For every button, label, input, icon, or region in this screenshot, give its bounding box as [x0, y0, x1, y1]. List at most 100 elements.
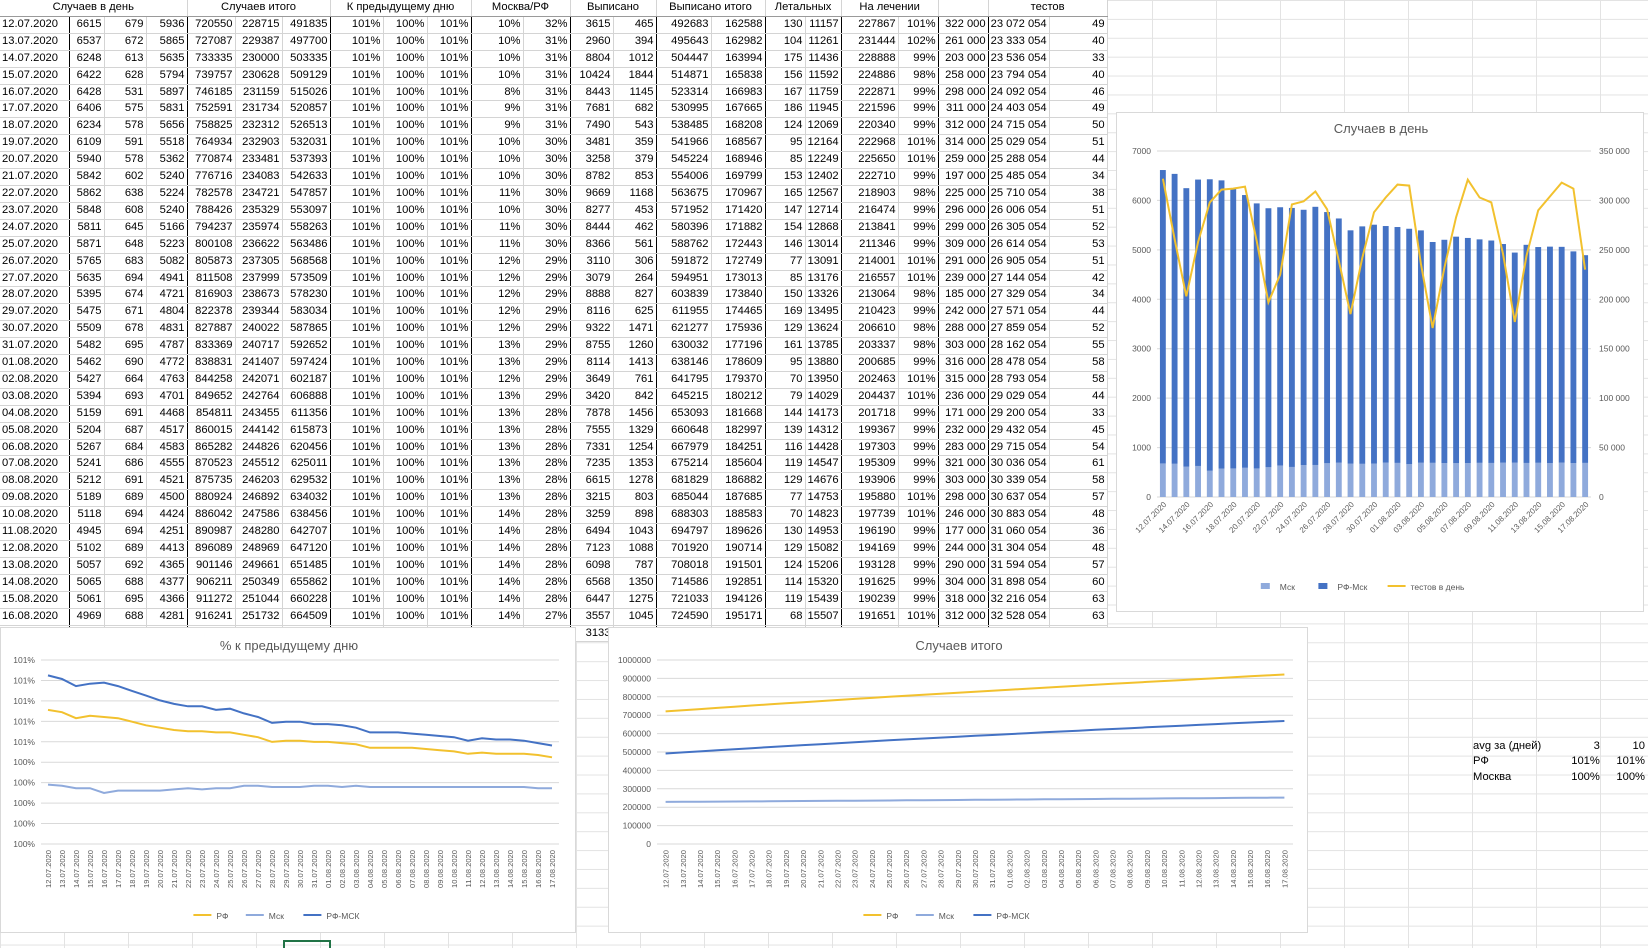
data-cell[interactable]: 174465 [711, 303, 766, 322]
avg-row-label[interactable]: Москва [1473, 770, 1512, 783]
data-cell[interactable]: 11157 [805, 16, 842, 34]
data-cell[interactable]: 162982 [711, 33, 766, 51]
data-cell[interactable]: 25 029 054 [988, 134, 1050, 153]
data-cell[interactable]: 5831 [146, 100, 188, 119]
data-cell[interactable]: 13091 [805, 253, 842, 271]
data-cell[interactable]: 101% [427, 388, 472, 406]
date-cell[interactable]: 15.08.2020 [0, 591, 70, 609]
data-cell[interactable]: 312 000 [938, 117, 989, 136]
data-cell[interactable]: 509129 [282, 67, 331, 85]
data-cell[interactable]: 100% [383, 236, 428, 254]
data-cell[interactable]: 225 000 [938, 185, 989, 203]
data-cell[interactable]: 3649 [570, 371, 614, 389]
data-cell[interactable]: 664 [104, 371, 147, 389]
data-cell[interactable]: 119 [765, 591, 806, 609]
data-cell[interactable]: 30% [523, 219, 571, 237]
data-cell[interactable]: 104 [765, 33, 806, 51]
data-cell[interactable]: 8888 [570, 286, 614, 305]
data-cell[interactable]: 14428 [805, 439, 842, 457]
data-cell[interactable]: 101% [898, 489, 939, 508]
data-cell[interactable]: 5635 [69, 270, 105, 288]
data-cell[interactable]: 238673 [235, 286, 283, 305]
data-cell[interactable]: 185 000 [938, 286, 989, 305]
data-cell[interactable]: 13880 [805, 354, 842, 372]
data-cell[interactable]: 638456 [282, 506, 331, 525]
data-cell[interactable]: 23 536 054 [988, 50, 1050, 68]
data-cell[interactable]: 49 [1049, 16, 1108, 34]
data-cell[interactable]: 79 [765, 388, 806, 406]
data-cell[interactable]: 85 [765, 270, 806, 288]
data-cell[interactable]: 48 [1049, 540, 1108, 558]
data-cell[interactable]: 44 [1049, 303, 1108, 322]
data-cell[interactable]: 216557 [841, 270, 899, 288]
data-cell[interactable]: 13% [471, 422, 524, 440]
data-cell[interactable]: 28 793 054 [988, 371, 1050, 389]
data-cell[interactable]: 100% [383, 134, 428, 153]
data-cell[interactable]: 5204 [69, 422, 105, 440]
data-cell[interactable]: 896089 [187, 540, 236, 558]
data-cell[interactable]: 1045 [613, 608, 657, 626]
data-cell[interactable]: 242764 [235, 388, 283, 406]
data-cell[interactable]: 170967 [711, 185, 766, 203]
data-cell[interactable]: 40 [1049, 67, 1108, 85]
data-cell[interactable]: 185604 [711, 455, 766, 474]
data-cell[interactable]: 101% [898, 253, 939, 271]
data-cell[interactable]: 14953 [805, 523, 842, 541]
data-cell[interactable]: 230000 [235, 50, 283, 68]
data-cell[interactable]: 776716 [187, 168, 236, 186]
data-cell[interactable]: 13% [471, 455, 524, 474]
data-cell[interactable]: 244826 [235, 439, 283, 457]
data-cell[interactable]: 77 [765, 489, 806, 508]
data-cell[interactable]: 588762 [656, 236, 712, 254]
data-cell[interactable]: 653093 [656, 405, 712, 423]
data-cell[interactable]: 13% [471, 472, 524, 491]
avg-row-label[interactable]: РФ [1473, 755, 1489, 768]
data-cell[interactable]: 625011 [282, 455, 331, 474]
data-cell[interactable]: 100% [383, 33, 428, 51]
data-cell[interactable]: 244 000 [938, 540, 989, 558]
data-cell[interactable]: 7878 [570, 405, 614, 423]
data-cell[interactable]: 911272 [187, 591, 236, 609]
date-cell[interactable]: 14.08.2020 [0, 574, 70, 592]
data-cell[interactable]: 195880 [841, 489, 899, 508]
data-cell[interactable]: 124 [765, 557, 806, 575]
data-cell[interactable]: 101% [330, 253, 384, 271]
data-cell[interactable]: 641795 [656, 371, 712, 389]
data-cell[interactable]: 165 [765, 185, 806, 203]
data-cell[interactable]: 101% [330, 286, 384, 305]
data-cell[interactable]: 739757 [187, 67, 236, 85]
data-cell[interactable]: 833369 [187, 337, 236, 356]
data-cell[interactable]: 541966 [656, 134, 712, 153]
data-cell[interactable]: 177 000 [938, 523, 989, 541]
data-cell[interactable]: 29 715 054 [988, 439, 1050, 457]
data-cell[interactable]: 838831 [187, 354, 236, 372]
data-cell[interactable]: 28% [523, 591, 571, 609]
data-cell[interactable]: 28% [523, 455, 571, 474]
data-cell[interactable]: 7123 [570, 540, 614, 558]
data-cell[interactable]: 101% [427, 472, 472, 491]
data-cell[interactable]: 29% [523, 371, 571, 389]
data-cell[interactable]: 4281 [146, 608, 188, 626]
data-cell[interactable]: 4969 [69, 608, 105, 626]
data-cell[interactable]: 231444 [841, 33, 899, 51]
data-cell[interactable]: 28% [523, 557, 571, 575]
data-cell[interactable]: 4787 [146, 337, 188, 356]
data-cell[interactable]: 99% [898, 472, 939, 491]
data-cell[interactable]: 4424 [146, 506, 188, 525]
data-cell[interactable]: 203 000 [938, 50, 989, 68]
data-cell[interactable]: 61 [1049, 455, 1108, 474]
date-cell[interactable]: 23.07.2020 [0, 202, 70, 220]
data-cell[interactable]: 14676 [805, 472, 842, 491]
data-cell[interactable]: 14547 [805, 455, 842, 474]
data-cell[interactable]: 694797 [656, 523, 712, 541]
data-cell[interactable]: 246203 [235, 472, 283, 491]
data-cell[interactable]: 4941 [146, 270, 188, 288]
data-cell[interactable]: 689 [104, 489, 147, 508]
data-cell[interactable]: 28% [523, 489, 571, 508]
data-cell[interactable]: 167665 [711, 100, 766, 119]
data-cell[interactable]: 213841 [841, 219, 899, 237]
data-cell[interactable]: 230628 [235, 67, 283, 85]
data-cell[interactable]: 29 029 054 [988, 388, 1050, 406]
data-cell[interactable]: 1145 [613, 84, 657, 102]
data-cell[interactable]: 213064 [841, 286, 899, 305]
